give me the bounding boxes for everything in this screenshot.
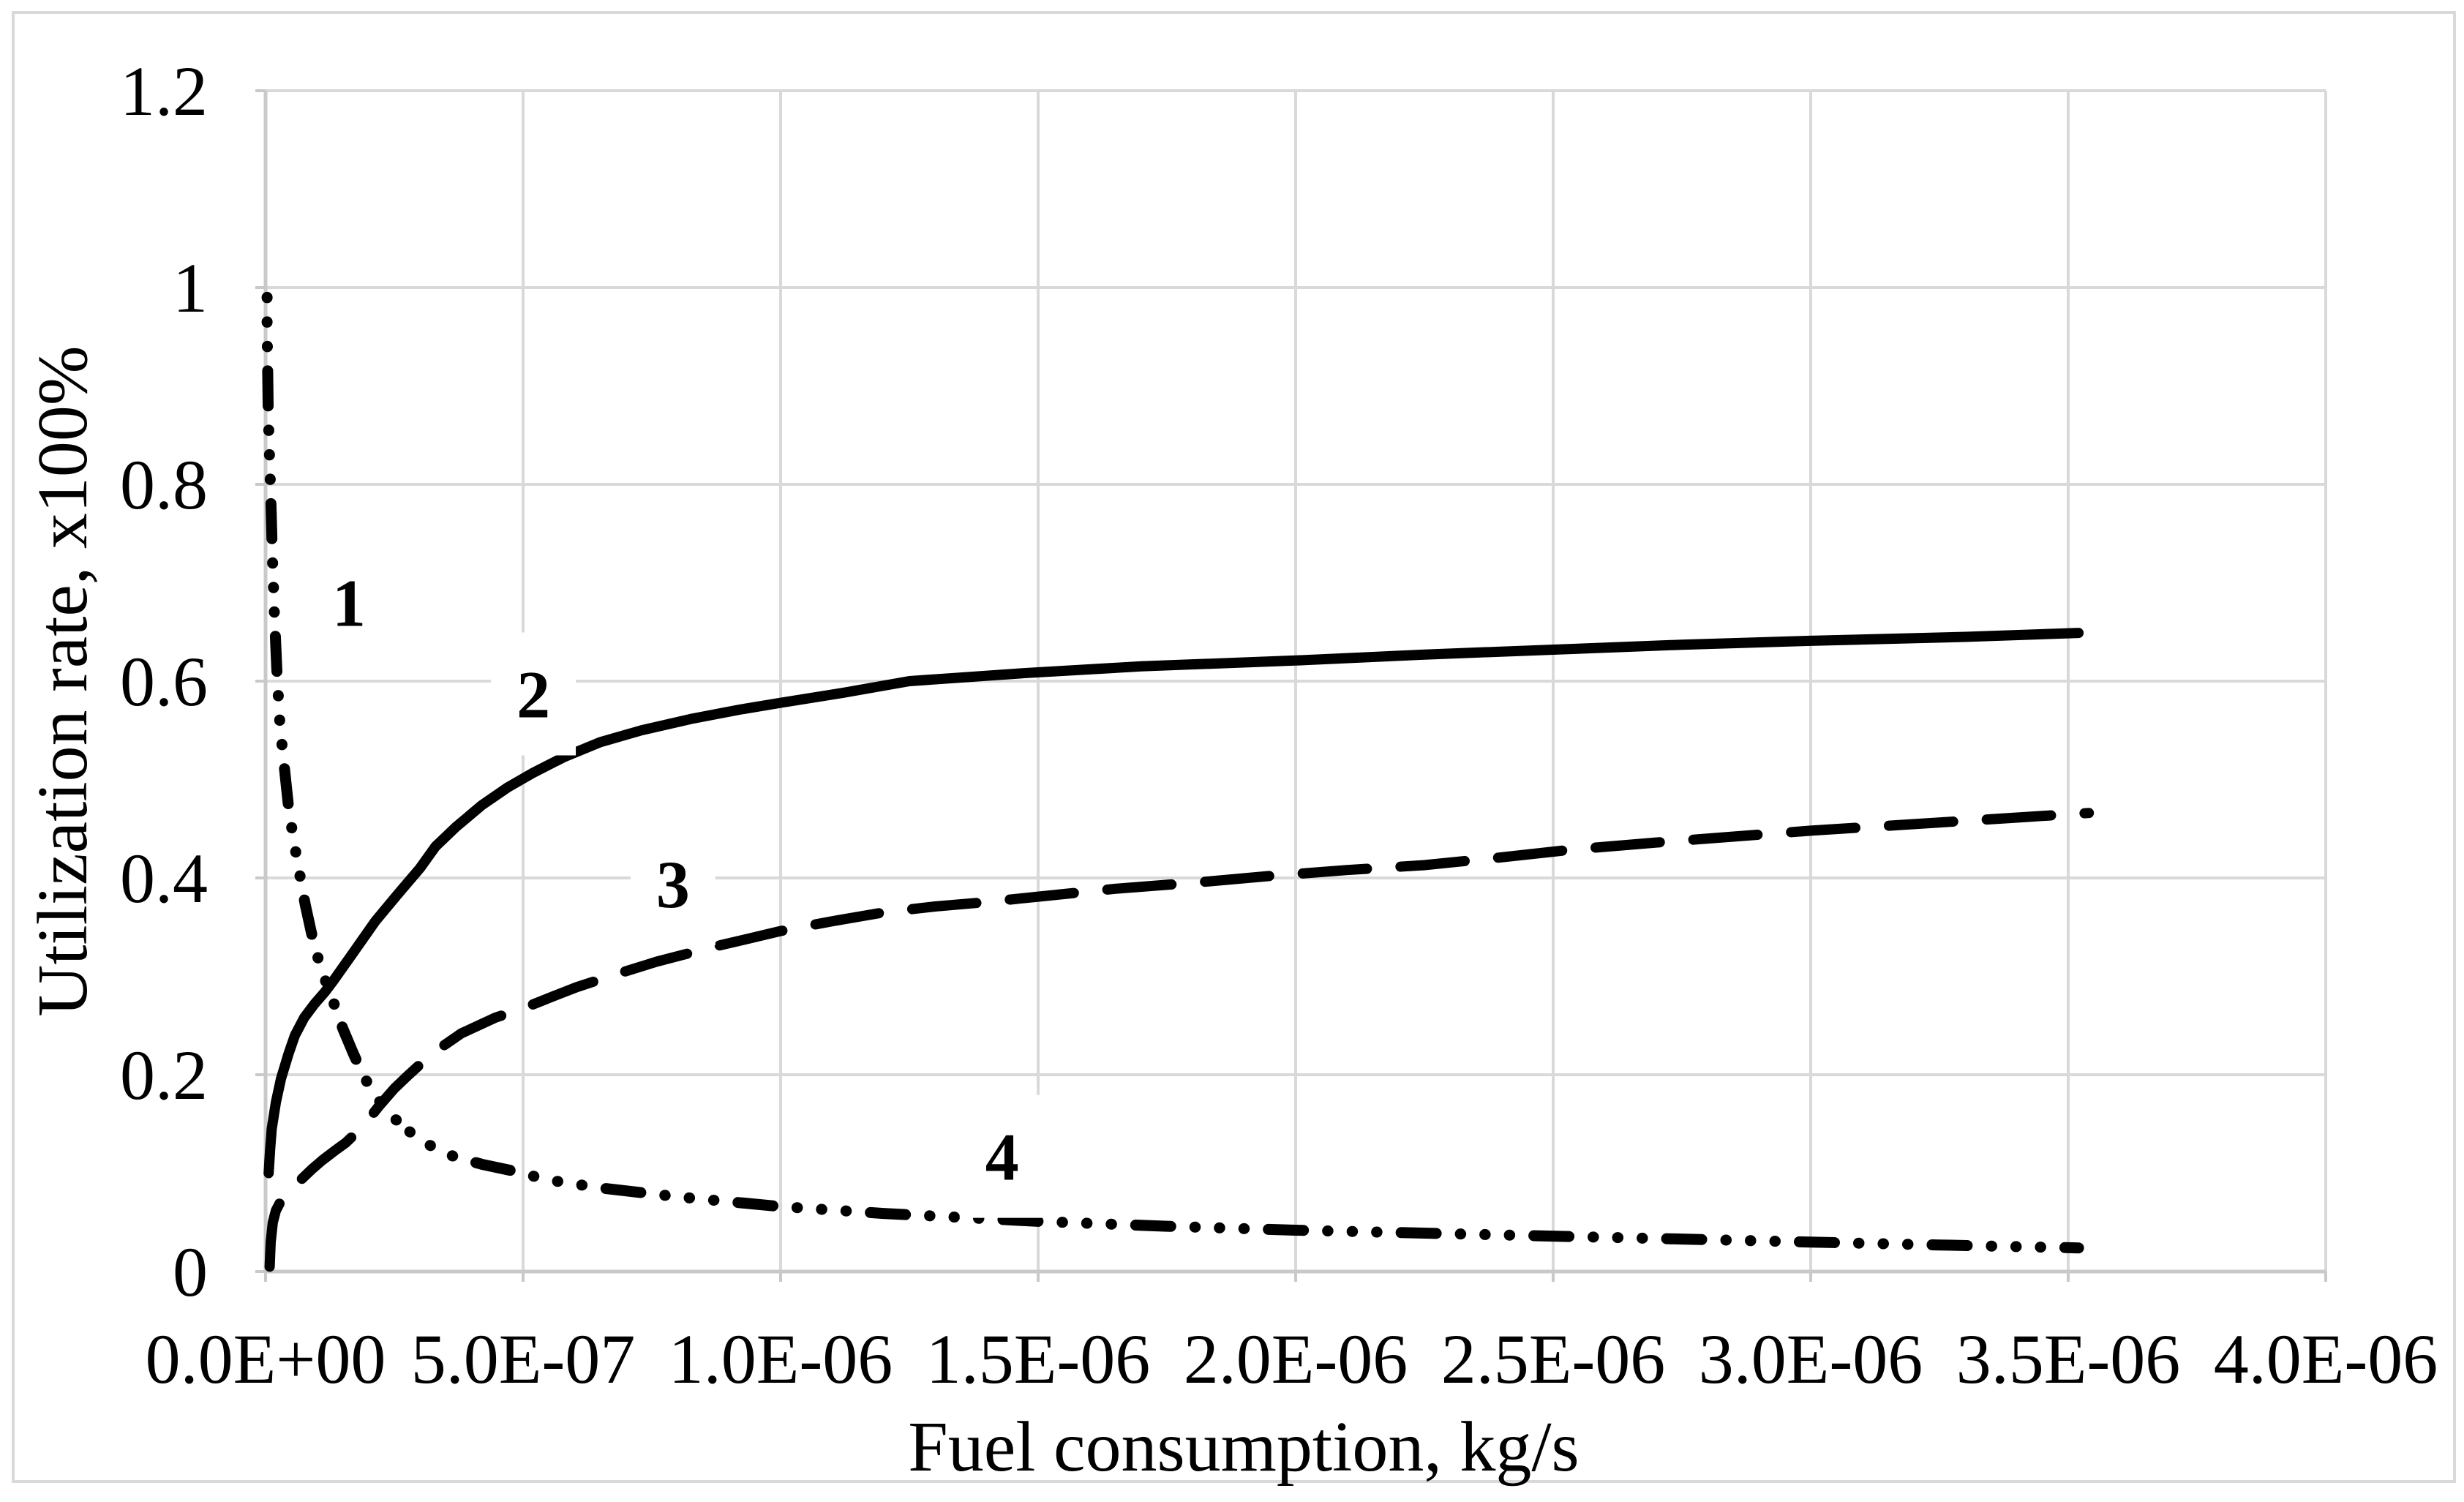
curve-label: 2 xyxy=(517,657,550,732)
series-3-line xyxy=(264,808,2095,1272)
series-2-line xyxy=(263,628,2084,1179)
curve-label: 3 xyxy=(656,847,690,922)
y-tick-label: 0.6 xyxy=(120,642,208,721)
curve-label: 1 xyxy=(332,566,366,640)
curve-label-bg xyxy=(959,1094,1045,1218)
x-tick-label: 4.0E-06 xyxy=(2214,1320,2438,1398)
y-tick-label: 0.2 xyxy=(120,1036,208,1114)
y-tick-label: 0.8 xyxy=(120,446,208,524)
y-tick-labels: 0 0.2 0.4 0.6 0.8 1 1.2 xyxy=(120,52,208,1311)
x-tick-label: 1.0E-06 xyxy=(669,1320,893,1398)
x-tick-label: 2.5E-06 xyxy=(1441,1320,1666,1398)
y-tick-label: 0 xyxy=(173,1233,208,1311)
y-tick-label: 0.4 xyxy=(120,839,208,917)
x-tick-labels: 0.0E+00 5.0E-07 1.0E-06 1.5E-06 2.0E-06 2.5E-… xyxy=(146,1320,2438,1398)
curve-label-bg xyxy=(491,632,576,756)
data-series xyxy=(261,291,2095,1272)
x-tick-label: 1.5E-06 xyxy=(926,1320,1151,1398)
x-tick-label: 3.0E-06 xyxy=(1699,1320,1923,1398)
series-4-line xyxy=(404,1126,2084,1254)
axis-ticks xyxy=(255,89,2327,1282)
curve-label-bg xyxy=(630,822,715,946)
y-tick-label: 1 xyxy=(173,249,208,327)
x-tick-label: 3.5E-06 xyxy=(1956,1320,2181,1398)
y-axis-title: Utilization rate, x100% xyxy=(23,345,102,1016)
series-1-line xyxy=(261,291,416,1138)
y-tick-label: 1.2 xyxy=(120,52,208,130)
x-axis-title: Fuel consumption, kg/s xyxy=(908,1408,1579,1487)
x-tick-label: 0.0E+00 xyxy=(146,1320,386,1398)
curve-labels: 1 2 3 4 xyxy=(307,541,1045,1218)
curve-label-bg xyxy=(307,541,392,664)
x-tick-label: 2.0E-06 xyxy=(1184,1320,1408,1398)
curve-label: 4 xyxy=(985,1120,1019,1195)
x-tick-label: 5.0E-07 xyxy=(411,1320,636,1398)
